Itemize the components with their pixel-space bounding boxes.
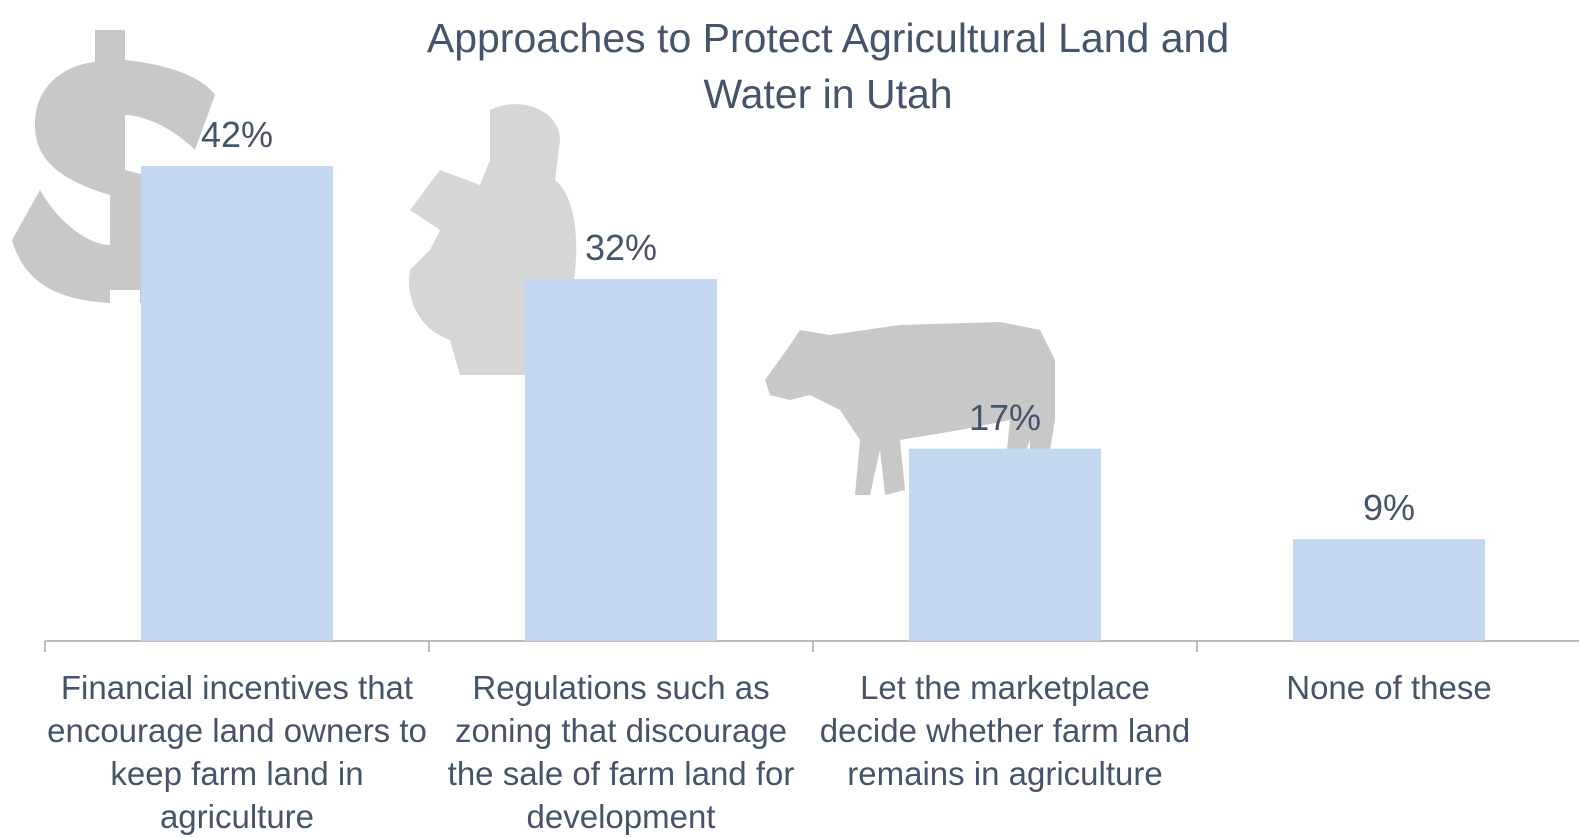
value-label: 42% — [200, 114, 274, 155]
bar — [141, 166, 333, 641]
x-tick-label: Regulations such as zoning that discoura… — [447, 669, 795, 835]
bar — [525, 279, 717, 641]
x-tick-label: Let the marketplace decide whether farm … — [819, 669, 1191, 792]
chart-title: Approaches to Protect Agricultural Land … — [426, 15, 1230, 117]
cow-icon — [765, 322, 1055, 495]
value-label: 32% — [584, 227, 658, 269]
bar — [1293, 539, 1485, 641]
value-label: 9% — [1362, 487, 1416, 529]
x-tick-label: None of these — [1286, 669, 1492, 706]
bar — [909, 448, 1101, 641]
value-label: 17% — [968, 396, 1042, 438]
x-tick-label: Financial incentives that encourage land… — [47, 669, 427, 835]
